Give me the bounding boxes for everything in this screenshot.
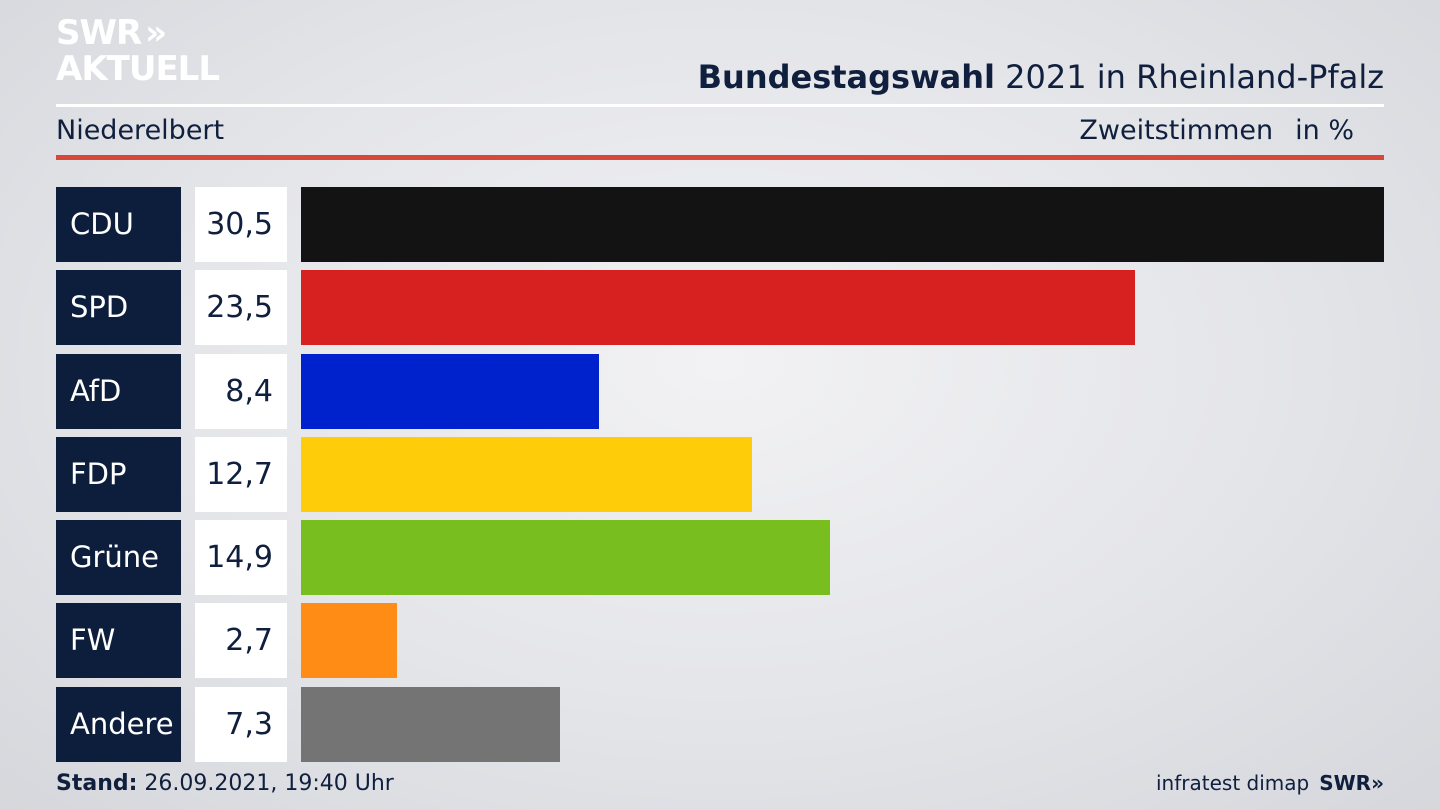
bar: [301, 686, 560, 762]
location-label: Niederelbert: [56, 115, 225, 146]
value-label: 12,7: [195, 436, 287, 512]
measure-label: Zweitstimmen in %: [1079, 115, 1354, 146]
measure-text: Zweitstimmen: [1079, 115, 1274, 146]
party-label: FW: [56, 603, 181, 679]
bar-row: Grüne 14,9: [56, 520, 1384, 596]
party-label: Andere: [56, 686, 181, 762]
bar: [301, 436, 752, 512]
bar: [301, 520, 830, 596]
bar-row: SPD 23,5: [56, 270, 1384, 346]
bar: [301, 187, 1384, 262]
accent-divider: [56, 155, 1384, 160]
party-label: Grüne: [56, 520, 181, 596]
value-label: 14,9: [195, 520, 287, 596]
bar-row: AfD 8,4: [56, 353, 1384, 429]
party-label: SPD: [56, 270, 181, 346]
stand-value: 26.09.2021, 19:40 Uhr: [137, 771, 394, 796]
value-label: 30,5: [195, 187, 287, 262]
bar-chart: CDU 30,5 SPD 23,5 AfD 8,4 FDP 12,7 Grüne 14,9 FW 2,…: [56, 187, 1384, 770]
bar-row: FDP 12,7: [56, 436, 1384, 512]
logo-swr: SWR: [56, 13, 142, 53]
value-label: 2,7: [195, 603, 287, 679]
value-label: 23,5: [195, 270, 287, 346]
timestamp: Stand: 26.09.2021, 19:40 Uhr: [56, 771, 394, 796]
unit-text: in %: [1295, 115, 1354, 146]
source-label: infratest dimap: [1156, 771, 1310, 795]
party-label: CDU: [56, 187, 181, 262]
logo-aktuell: AKTUELL: [56, 49, 220, 89]
bar: [301, 353, 599, 429]
bar: [301, 270, 1135, 346]
stand-label: Stand:: [56, 771, 138, 796]
bar: [301, 603, 397, 679]
swr-small-logo: SWR»: [1319, 771, 1384, 795]
page-title: Bundestagswahl 2021 in Rheinland-Pfalz: [698, 58, 1384, 96]
value-label: 7,3: [195, 686, 287, 762]
header-divider: [56, 104, 1384, 107]
swr-aktuell-logo: SWR» AKTUELL: [56, 13, 220, 89]
source-credit: infratest dimap SWR»: [1156, 771, 1384, 795]
title-bold: Bundestagswahl: [697, 58, 995, 96]
logo-arrows-icon: »: [145, 13, 167, 53]
title-rest: 2021 in Rheinland-Pfalz: [995, 58, 1384, 96]
value-label: 8,4: [195, 353, 287, 429]
bar-row: Andere 7,3: [56, 686, 1384, 762]
party-label: AfD: [56, 353, 181, 429]
party-label: FDP: [56, 436, 181, 512]
bar-row: FW 2,7: [56, 603, 1384, 679]
bar-row: CDU 30,5: [56, 187, 1384, 262]
